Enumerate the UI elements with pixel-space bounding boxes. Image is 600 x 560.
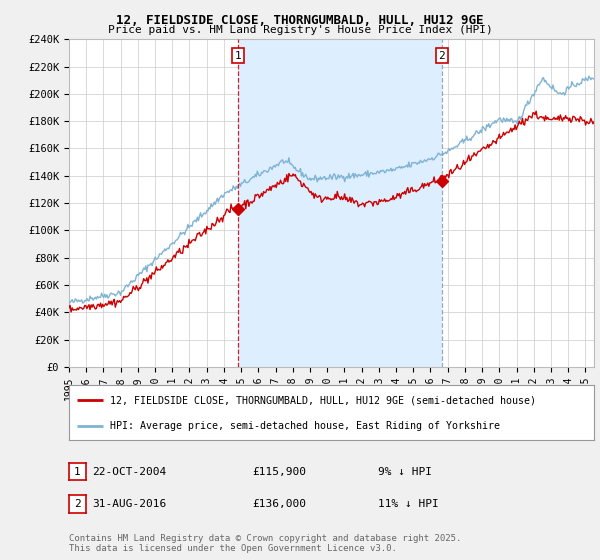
Text: HPI: Average price, semi-detached house, East Riding of Yorkshire: HPI: Average price, semi-detached house,… bbox=[110, 421, 500, 431]
Text: 22-OCT-2004: 22-OCT-2004 bbox=[92, 466, 166, 477]
Text: 2: 2 bbox=[74, 499, 81, 509]
Text: 12, FIELDSIDE CLOSE, THORNGUMBALD, HULL, HU12 9GE (semi-detached house): 12, FIELDSIDE CLOSE, THORNGUMBALD, HULL,… bbox=[110, 395, 536, 405]
Text: 31-AUG-2016: 31-AUG-2016 bbox=[92, 499, 166, 509]
Text: 1: 1 bbox=[74, 466, 81, 477]
Text: 11% ↓ HPI: 11% ↓ HPI bbox=[378, 499, 439, 509]
Text: £136,000: £136,000 bbox=[252, 499, 306, 509]
Text: Price paid vs. HM Land Registry's House Price Index (HPI): Price paid vs. HM Land Registry's House … bbox=[107, 25, 493, 35]
Text: Contains HM Land Registry data © Crown copyright and database right 2025.
This d: Contains HM Land Registry data © Crown c… bbox=[69, 534, 461, 553]
Text: 1: 1 bbox=[235, 50, 241, 60]
Text: 2: 2 bbox=[439, 50, 445, 60]
Bar bbox=[238, 39, 442, 367]
Text: 9% ↓ HPI: 9% ↓ HPI bbox=[378, 466, 432, 477]
Text: 12, FIELDSIDE CLOSE, THORNGUMBALD, HULL, HU12 9GE: 12, FIELDSIDE CLOSE, THORNGUMBALD, HULL,… bbox=[116, 14, 484, 27]
Text: £115,900: £115,900 bbox=[252, 466, 306, 477]
